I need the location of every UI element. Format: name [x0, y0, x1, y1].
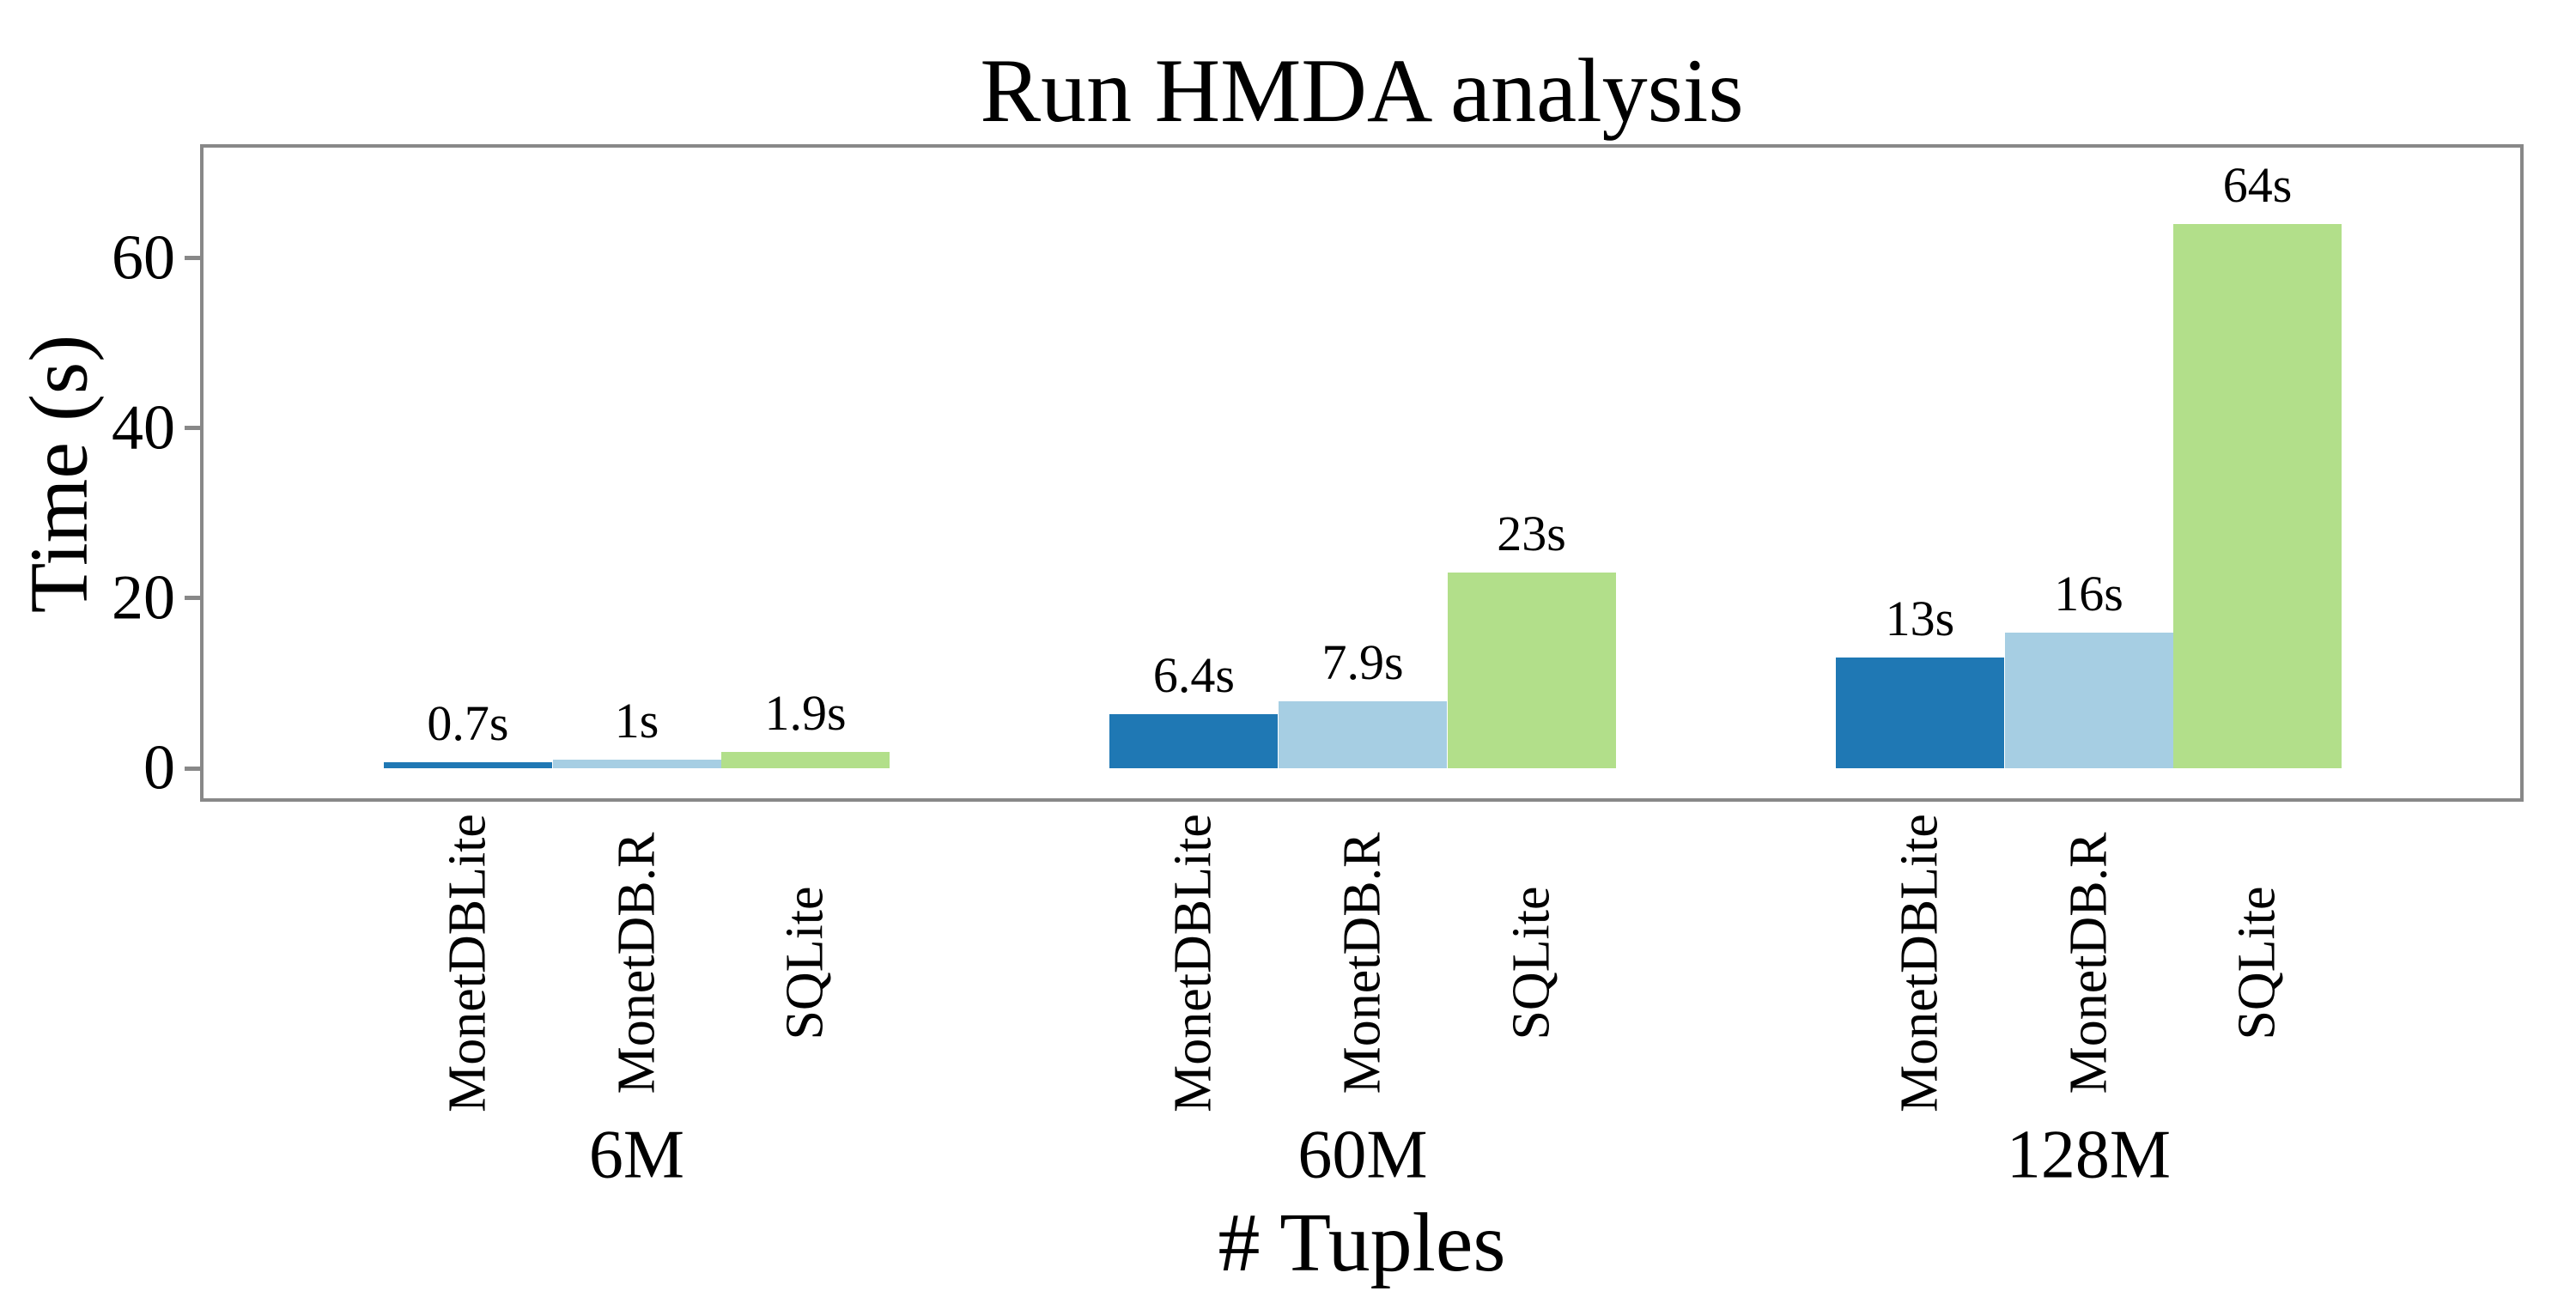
y-tick-mark-60: [185, 256, 201, 261]
bar-value-label-6M-SQLite: 1.9s: [764, 685, 847, 742]
bar-value-label-6M-MonetDBLite: 0.7s: [427, 695, 509, 752]
plot-area-frame: [200, 144, 2524, 802]
y-tick-mark-0: [185, 766, 201, 771]
y-tick-label-60: 60: [112, 222, 175, 294]
y-axis-title: Time (s): [12, 334, 105, 614]
y-tick-mark-20: [185, 596, 201, 601]
bar-6M-MonetDB.R: [552, 760, 721, 768]
chart-title: Run HMDA analysis: [980, 40, 1744, 141]
group-label-128M: 128M: [2006, 1117, 2172, 1193]
x-tick-label-6M-SQLite: SQLite: [775, 886, 835, 1040]
y-tick-label-0: 0: [143, 732, 175, 803]
group-label-6M: 6M: [588, 1117, 685, 1193]
bar-value-label-128M-MonetDBLite: 13s: [1885, 591, 1955, 647]
bar-60M-MonetDB.R: [1279, 700, 1447, 768]
bar-value-label-60M-SQLite: 23s: [1497, 506, 1566, 562]
y-tick-mark-40: [185, 426, 201, 431]
x-tick-label-60M-MonetDBLite: MonetDBLite: [1163, 814, 1223, 1112]
bar-128M-MonetDBLite: [1835, 658, 2004, 768]
bar-6M-SQLite: [721, 752, 890, 768]
x-axis-title: # Tuples: [1218, 1197, 1506, 1289]
x-tick-label-128M-MonetDBLite: MonetDBLite: [1890, 814, 1949, 1112]
group-label-60M: 60M: [1297, 1117, 1428, 1193]
bar-6M-MonetDBLite: [383, 762, 552, 768]
bar-60M-SQLite: [1447, 573, 1616, 768]
bar-128M-MonetDB.R: [2004, 632, 2173, 768]
bar-60M-MonetDBLite: [1109, 713, 1279, 768]
bar-value-label-128M-SQLite: 64s: [2222, 157, 2293, 214]
bar-value-label-128M-MonetDB.R: 16s: [2054, 565, 2123, 621]
x-tick-label-60M-MonetDB.R: MonetDB.R: [1333, 832, 1392, 1094]
x-tick-label-128M-MonetDB.R: MonetDB.R: [2059, 832, 2117, 1094]
x-tick-label-6M-MonetDB.R: MonetDB.R: [607, 832, 665, 1094]
bar-value-label-60M-MonetDBLite: 6.4s: [1152, 646, 1235, 703]
bar-128M-SQLite: [2173, 224, 2342, 768]
y-tick-label-40: 40: [112, 392, 175, 464]
bar-value-label-60M-MonetDB.R: 7.9s: [1321, 633, 1404, 690]
x-tick-label-60M-SQLite: SQLite: [1502, 886, 1561, 1040]
x-tick-label-6M-MonetDBLite: MonetDBLite: [438, 814, 497, 1112]
y-tick-label-20: 20: [112, 562, 175, 633]
x-tick-label-128M-SQLite: SQLite: [2227, 886, 2287, 1040]
bar-value-label-6M-MonetDB.R: 1s: [614, 693, 659, 749]
